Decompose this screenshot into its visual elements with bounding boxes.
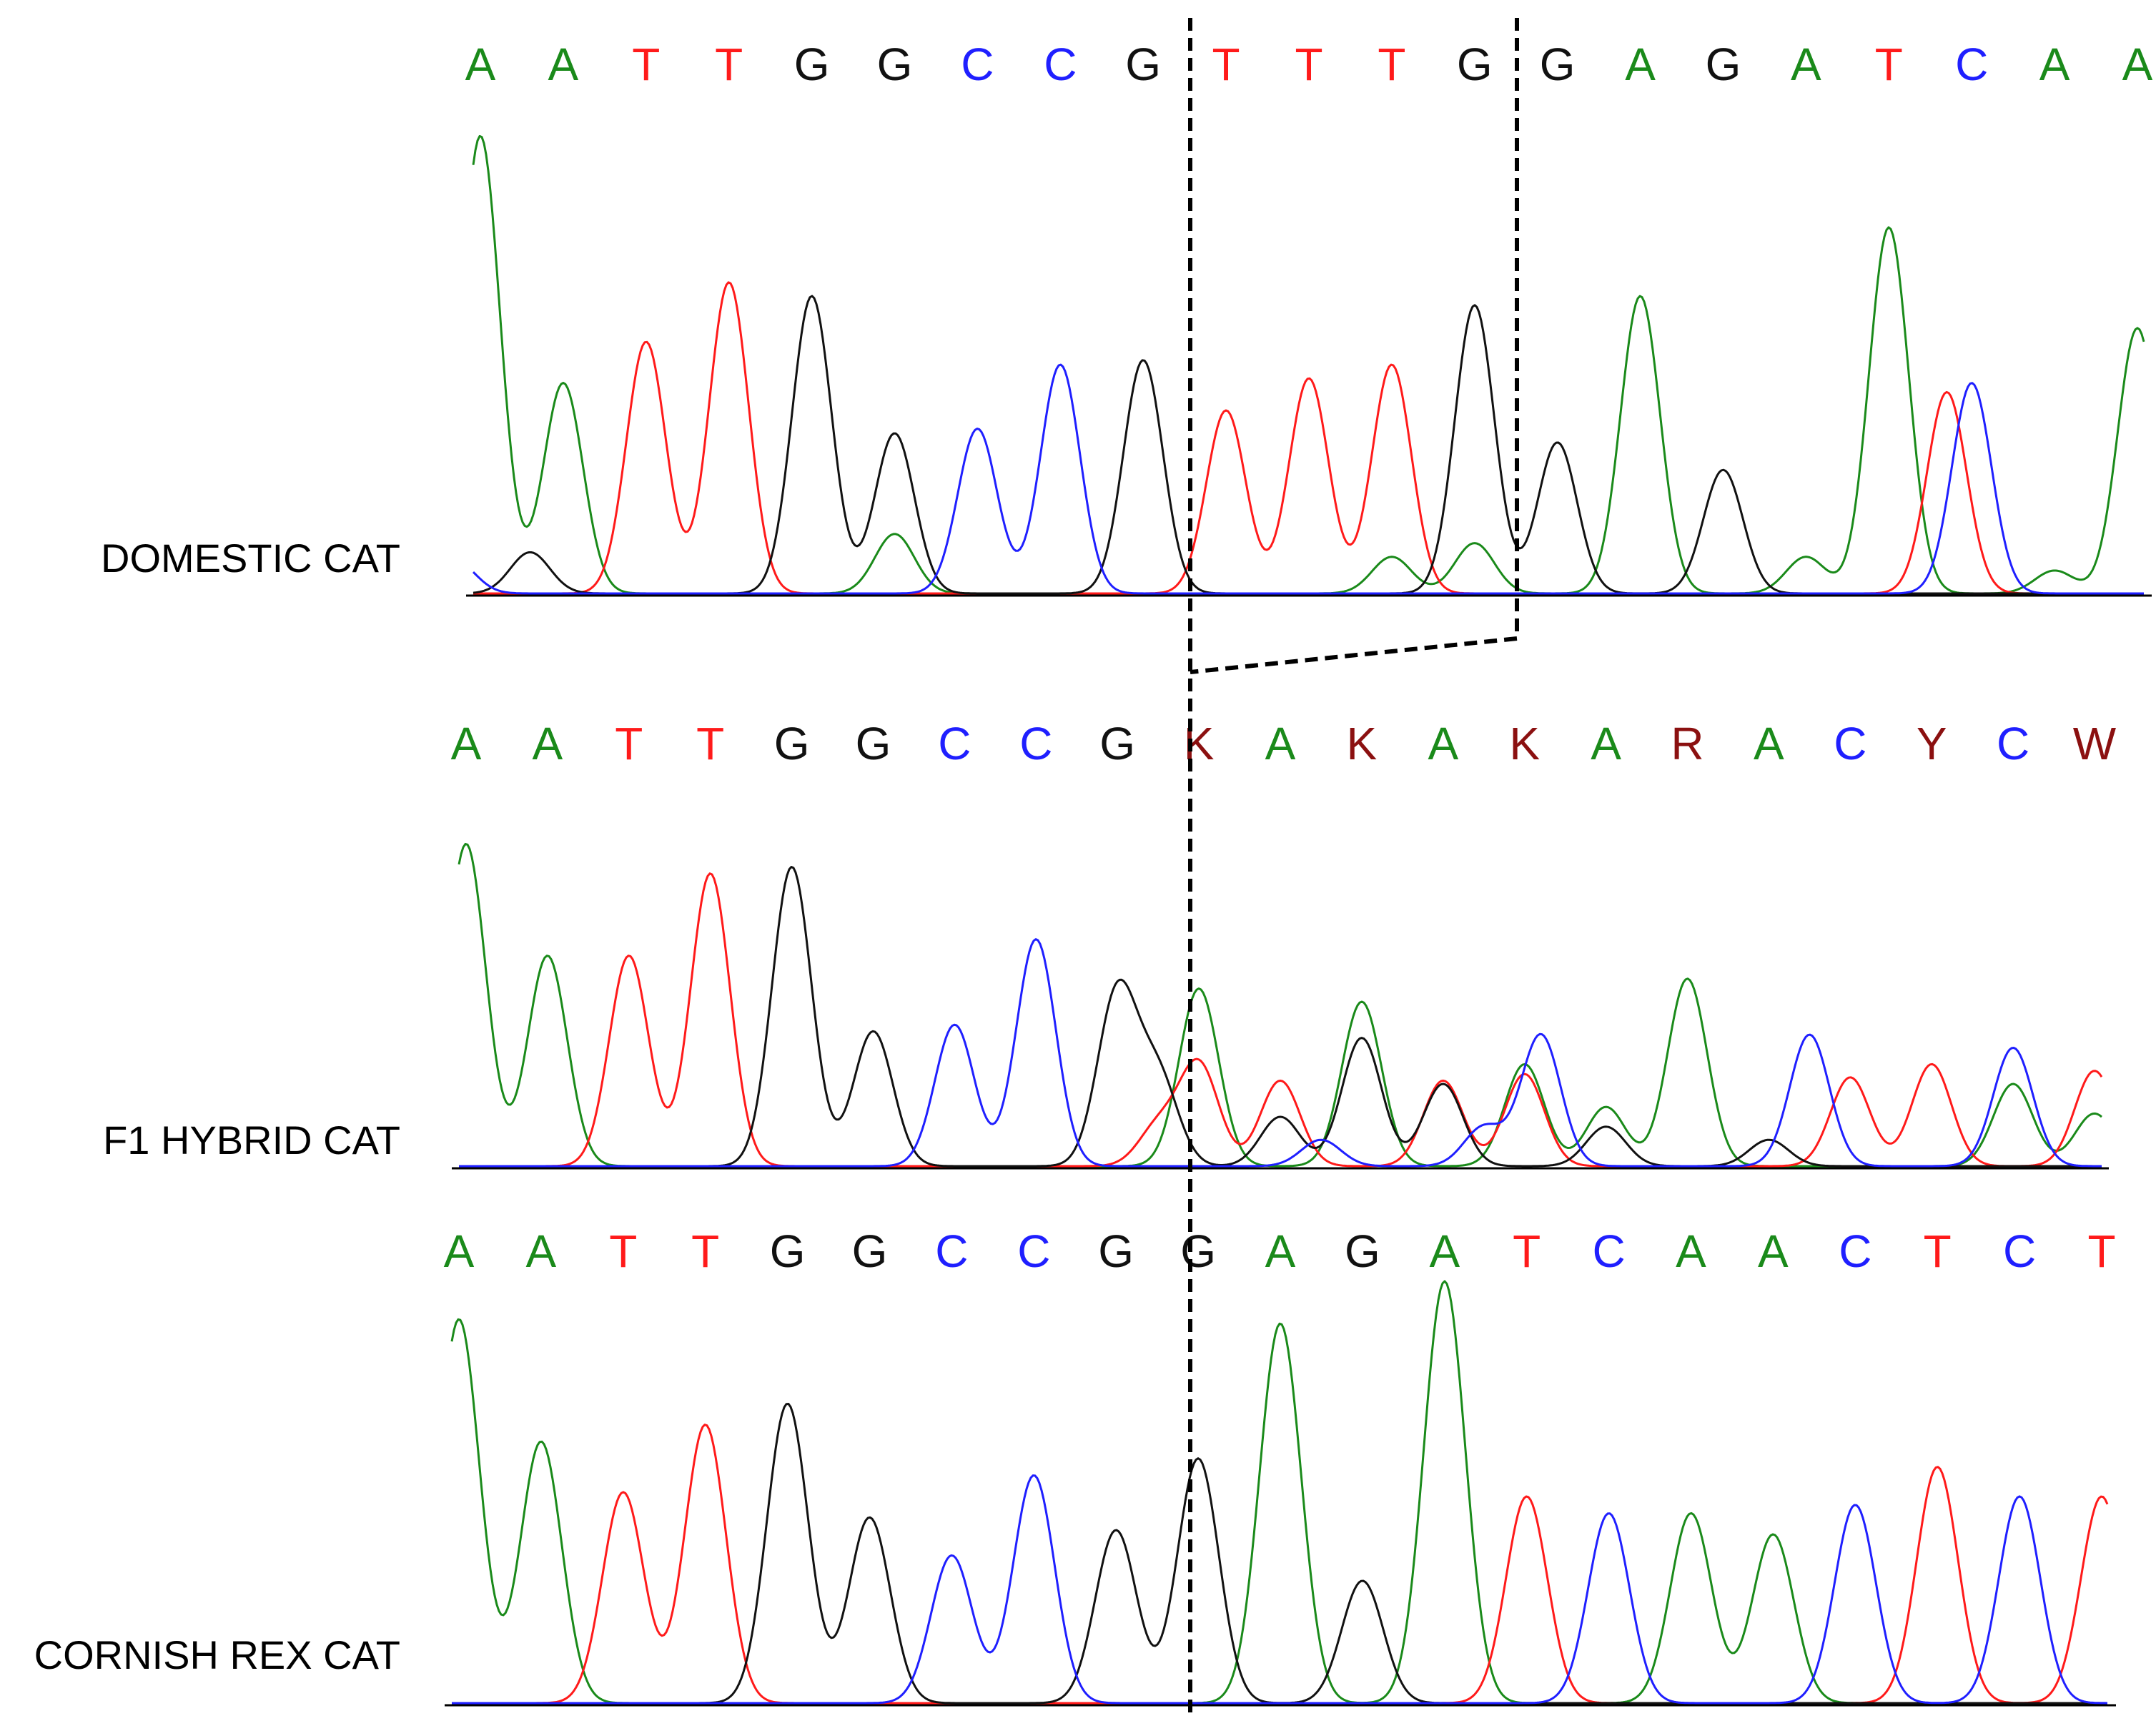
base-call: K bbox=[1509, 718, 1540, 769]
base-call: T bbox=[691, 1226, 719, 1277]
base-call: A bbox=[1591, 718, 1621, 769]
base-call: A bbox=[465, 39, 496, 90]
trace-A bbox=[450, 1280, 2107, 1705]
base-call: G bbox=[1180, 1226, 1216, 1277]
base-call: C bbox=[2003, 1226, 2036, 1277]
base-call: A bbox=[2039, 39, 2070, 90]
base-call: A bbox=[1428, 718, 1458, 769]
base-call: T bbox=[1378, 39, 1405, 90]
base-call: G bbox=[1540, 39, 1576, 90]
base-call: R bbox=[1671, 718, 1703, 769]
trace-A bbox=[472, 134, 2145, 595]
base-call: C bbox=[935, 1226, 968, 1277]
base-call: T bbox=[609, 1226, 637, 1277]
base-call: A bbox=[1791, 39, 1821, 90]
base-call: G bbox=[1098, 1226, 1134, 1277]
base-call: A bbox=[444, 1226, 475, 1277]
base-call: A bbox=[533, 718, 563, 769]
base-call: G bbox=[774, 718, 810, 769]
base-call: G bbox=[1345, 1226, 1380, 1277]
base-call: A bbox=[2122, 39, 2153, 90]
trace-C bbox=[459, 938, 2102, 1168]
base-call: T bbox=[1924, 1226, 1952, 1277]
base-call: A bbox=[1676, 1226, 1706, 1277]
base-call: C bbox=[938, 718, 971, 769]
base-call: C bbox=[1592, 1226, 1625, 1277]
base-call: G bbox=[1457, 39, 1493, 90]
base-call: T bbox=[615, 718, 643, 769]
base-call: Y bbox=[1917, 718, 1947, 769]
trace-C bbox=[452, 1474, 2108, 1705]
base-call: A bbox=[1429, 1226, 1460, 1277]
domestic-cat-label: DOMESTIC CAT bbox=[101, 536, 400, 581]
base-call: A bbox=[1758, 1226, 1789, 1277]
base-call: T bbox=[632, 39, 660, 90]
base-call: T bbox=[1875, 39, 1903, 90]
base-call: A bbox=[451, 718, 482, 769]
base-call: A bbox=[526, 1226, 557, 1277]
base-call: T bbox=[715, 39, 743, 90]
base-call: G bbox=[1125, 39, 1161, 90]
base-call: T bbox=[2087, 1226, 2115, 1277]
base-call: C bbox=[1955, 39, 1988, 90]
insertion-right-divider bbox=[1190, 18, 1519, 674]
base-call: G bbox=[877, 39, 913, 90]
base-call: G bbox=[770, 1226, 806, 1277]
base-call: W bbox=[2073, 718, 2117, 769]
trace-T bbox=[452, 1424, 2109, 1705]
base-call: A bbox=[1625, 39, 1656, 90]
trace-T bbox=[473, 281, 2144, 595]
trace-G bbox=[459, 866, 2102, 1168]
base-call: T bbox=[1212, 39, 1240, 90]
base-call: T bbox=[696, 718, 724, 769]
base-call: G bbox=[852, 1226, 888, 1277]
base-call: C bbox=[1834, 718, 1866, 769]
f1-hybrid-cat-label: F1 HYBRID CAT bbox=[103, 1118, 400, 1163]
base-call: T bbox=[1295, 39, 1322, 90]
trace-G bbox=[473, 295, 2144, 595]
base-call: C bbox=[1839, 1226, 1871, 1277]
base-call: C bbox=[1997, 718, 2029, 769]
base-call: A bbox=[1265, 1226, 1296, 1277]
base-call: C bbox=[1017, 1226, 1050, 1277]
base-call: G bbox=[1706, 39, 1741, 90]
base-call: G bbox=[1099, 718, 1135, 769]
trace-C bbox=[472, 363, 2144, 595]
base-call: A bbox=[1265, 718, 1296, 769]
base-call: T bbox=[1513, 1226, 1541, 1277]
base-call: G bbox=[794, 39, 830, 90]
trace-T bbox=[459, 872, 2103, 1168]
base-call: C bbox=[1019, 718, 1052, 769]
base-call: C bbox=[961, 39, 994, 90]
base-call: A bbox=[1754, 718, 1784, 769]
base-call: G bbox=[856, 718, 891, 769]
cornish-rex-cat-label: CORNISH REX CAT bbox=[34, 1632, 400, 1677]
trace-G bbox=[452, 1403, 2107, 1705]
base-call: C bbox=[1044, 39, 1077, 90]
base-call: A bbox=[548, 39, 579, 90]
base-call: K bbox=[1347, 718, 1378, 769]
